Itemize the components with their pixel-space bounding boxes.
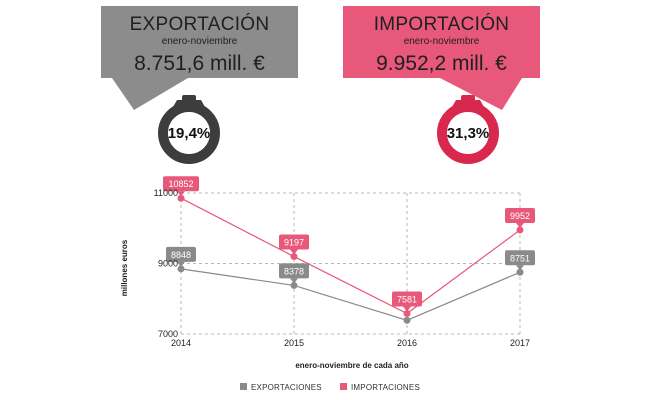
x-axis-title: enero-noviembre de cada año <box>295 361 408 370</box>
import-panel-tail <box>440 78 522 110</box>
data-label: 8848 <box>171 250 191 260</box>
x-tick-label: 2016 <box>397 338 417 348</box>
data-label-box <box>166 246 196 262</box>
legend: EXPORTACIONES IMPORTACIONES <box>240 383 420 392</box>
data-point <box>290 253 298 261</box>
data-label-box <box>163 176 199 192</box>
data-label-pointer <box>177 261 185 267</box>
data-label-pointer <box>290 278 298 284</box>
export-ring-icon <box>158 95 220 164</box>
data-label-box <box>392 291 422 307</box>
data-label: 8751 <box>510 253 530 263</box>
chart-grid <box>180 192 521 335</box>
y-tick-label: 9000 <box>158 259 178 269</box>
data-label: 9952 <box>510 211 530 221</box>
data-point <box>403 316 411 324</box>
data-label-pointer <box>290 249 298 255</box>
data-label: 7581 <box>397 295 417 305</box>
data-point <box>290 281 298 289</box>
export-title: EXPORTACIÓN <box>129 14 270 35</box>
import-panel: IMPORTACIÓN enero-noviembre 9.952,2 mill… <box>343 6 540 78</box>
import-ring-icon <box>437 95 499 164</box>
data-label-box <box>279 263 309 279</box>
data-point <box>403 310 411 318</box>
data-label-pointer <box>516 265 524 271</box>
series-line-0 <box>180 268 521 321</box>
data-label-box <box>505 207 535 223</box>
chart-lines <box>180 197 521 321</box>
legend-swatch-import <box>340 383 347 390</box>
import-value: 9.952,2 mill. € <box>376 52 507 75</box>
x-tick-label: 2015 <box>284 338 304 348</box>
x-tick-label: 2017 <box>510 338 530 348</box>
data-point <box>516 226 524 234</box>
y-tick-label: 11000 <box>154 188 178 198</box>
data-label: 8378 <box>284 266 304 276</box>
data-label-box <box>505 250 535 266</box>
chart-marks: 8848 8378 8751 10852 9197 7581 9952 <box>163 176 535 324</box>
series-line-1 <box>180 197 521 315</box>
export-panel: EXPORTACIÓN enero-noviembre 8.751,6 mill… <box>101 6 298 78</box>
import-subtitle: enero-noviembre <box>403 36 480 47</box>
data-point <box>177 265 185 273</box>
y-tick-label: 7000 <box>158 329 178 339</box>
export-value: 8.751,6 mill. € <box>134 52 265 75</box>
data-point <box>177 194 185 202</box>
data-point <box>516 268 524 276</box>
y-axis-title: millones euros <box>120 239 129 296</box>
data-label: 9197 <box>284 238 304 248</box>
legend-label-import: IMPORTACIONES <box>351 383 420 392</box>
chart-ticks: 7000 9000 11000 2014 2015 2016 2017 <box>154 188 530 348</box>
legend-swatch-export <box>240 383 247 390</box>
x-tick-label: 2014 <box>171 338 191 348</box>
data-label-pointer <box>516 222 524 228</box>
data-label-pointer <box>177 191 185 197</box>
export-panel-tail <box>112 78 188 110</box>
export-change: 19,4% <box>168 125 211 142</box>
legend-label-export: EXPORTACIONES <box>251 383 322 392</box>
export-subtitle: enero-noviembre <box>161 36 238 47</box>
import-change: 31,3% <box>447 125 490 142</box>
data-label: 10852 <box>168 179 193 189</box>
data-label-box <box>279 234 309 250</box>
data-label-pointer <box>403 306 411 312</box>
import-title: IMPORTACIÓN <box>373 14 510 35</box>
